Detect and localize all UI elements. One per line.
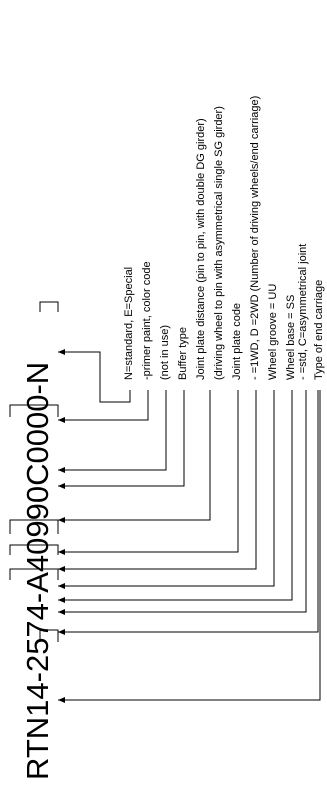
desc-label-6: (driving wheel to pin with asymmetrical … <box>213 106 225 380</box>
arrowhead-1 <box>58 349 65 355</box>
leader-2 <box>58 390 149 421</box>
arrowhead-8 <box>58 583 65 589</box>
bracket-a <box>9 544 59 555</box>
desc-label-9: Wheel groove = UU <box>267 284 279 380</box>
arrowhead-9 <box>58 597 65 603</box>
bracket-c0000 <box>9 404 59 417</box>
bracket-a40990 <box>9 519 59 534</box>
desc-label-2: -primer paint, color code <box>141 261 153 380</box>
arrowhead-12 <box>58 697 65 703</box>
arrowhead-4 <box>58 483 65 489</box>
leader-5 <box>58 390 211 521</box>
leader-1 <box>58 351 131 403</box>
desc-label-5: Joint plate distance (pin to pin, with d… <box>195 118 207 380</box>
leader-10 <box>58 390 307 613</box>
leader-11 <box>58 390 319 633</box>
leader-8 <box>58 390 275 587</box>
desc-label-10: Wheel base = SS <box>285 295 297 380</box>
product-code: RTN14-2574-A40990C0000-N <box>20 362 55 780</box>
desc-label-11: - =std, C=asymmetrical joint <box>297 244 309 380</box>
bracket-14 <box>39 629 59 642</box>
bracket-2574 <box>9 568 59 580</box>
desc-label-4: Buffer type <box>177 327 189 380</box>
arrowhead-7 <box>58 566 65 572</box>
leader-3 <box>58 390 167 471</box>
desc-label-12: Type of end carriage <box>313 280 325 380</box>
desc-label-8: - =1WD, D =2WD (Number of driving wheels… <box>249 96 261 380</box>
segment-brackets <box>9 301 59 642</box>
arrowhead-6 <box>58 549 65 555</box>
leader-7 <box>58 390 257 570</box>
desc-label-7: Joint plate code <box>231 303 243 380</box>
leader-9 <box>58 390 293 601</box>
leader-6 <box>58 390 239 553</box>
leader-12 <box>58 390 321 701</box>
leader-4 <box>58 390 185 487</box>
arrowhead-5 <box>58 517 65 523</box>
arrowhead-10 <box>58 609 65 615</box>
leader-lines <box>58 351 321 701</box>
arrowheads <box>58 349 65 703</box>
desc-label-3: (not in use) <box>159 325 171 380</box>
bracket-n <box>39 301 59 312</box>
arrowhead-3 <box>58 467 65 473</box>
desc-label-1: N=standard, E=Special <box>123 267 135 380</box>
arrowhead-11 <box>58 629 65 635</box>
arrowhead-2 <box>58 417 65 423</box>
